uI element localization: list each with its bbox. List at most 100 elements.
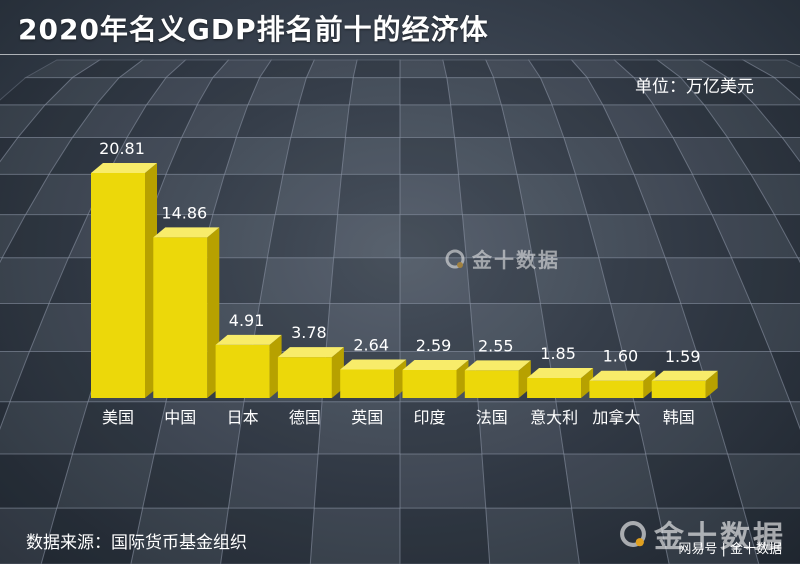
floor-tile bbox=[70, 59, 145, 79]
floor-tile bbox=[0, 453, 74, 509]
value-label: 2.64 bbox=[353, 335, 389, 354]
floor-tile bbox=[165, 137, 237, 175]
floor-tile bbox=[691, 173, 776, 216]
watermark-text: 金十数据 bbox=[472, 248, 560, 272]
floor-tile bbox=[0, 257, 4, 264]
bar-10 bbox=[651, 370, 718, 398]
unit-label: 单位：万亿美元 bbox=[635, 77, 754, 97]
floor-tile bbox=[492, 77, 553, 106]
floor-tile bbox=[633, 173, 713, 216]
floor-tile bbox=[0, 104, 47, 139]
floor-tile bbox=[0, 257, 70, 304]
floor-tile bbox=[258, 59, 315, 79]
category-label: 日本 bbox=[227, 408, 259, 427]
floor-tile bbox=[457, 173, 526, 216]
bar-front bbox=[589, 380, 644, 398]
floor-tile bbox=[633, 77, 706, 106]
floor-tile bbox=[742, 507, 800, 564]
floor-tile bbox=[297, 77, 354, 106]
value-label: 3.78 bbox=[291, 323, 327, 342]
floor-tile bbox=[0, 507, 58, 564]
floor-tile bbox=[0, 302, 50, 353]
floor-tile bbox=[551, 104, 620, 139]
bar-top bbox=[651, 370, 718, 381]
floor-tile bbox=[656, 507, 760, 564]
value-label: 1.60 bbox=[603, 347, 639, 366]
floor-tile bbox=[196, 77, 261, 106]
floor-tile bbox=[750, 173, 800, 216]
floor-tile bbox=[703, 104, 784, 139]
bar-2 bbox=[153, 227, 220, 398]
q-logo-icon bbox=[620, 521, 646, 547]
floor-tile bbox=[399, 137, 460, 175]
bar-6 bbox=[402, 359, 469, 398]
floor-tile bbox=[211, 59, 273, 79]
floor-tile bbox=[527, 59, 589, 79]
floor-tile bbox=[352, 59, 401, 79]
center-watermark: 金十数据 bbox=[444, 244, 560, 273]
floor-tile bbox=[789, 401, 800, 431]
category-label: 德国 bbox=[289, 408, 321, 427]
bar-front bbox=[527, 377, 582, 398]
floor-tile bbox=[220, 507, 315, 564]
floor-tile bbox=[680, 302, 772, 353]
bar-top bbox=[527, 367, 594, 378]
floor-tile bbox=[94, 77, 167, 106]
bar-top bbox=[340, 359, 407, 370]
floor-tile bbox=[141, 453, 237, 509]
value-label: 20.81 bbox=[99, 139, 145, 158]
floor-tile bbox=[313, 453, 401, 509]
floor-tile bbox=[23, 59, 102, 79]
floor-tile bbox=[0, 401, 89, 455]
floor-tile bbox=[672, 137, 752, 175]
floor-tile bbox=[711, 214, 799, 259]
floor-tile bbox=[469, 302, 549, 353]
floor-tile bbox=[309, 507, 401, 564]
floor-tile bbox=[333, 214, 401, 259]
floor-tile bbox=[0, 173, 50, 216]
bar-front bbox=[153, 237, 208, 398]
floor-tile bbox=[781, 137, 800, 163]
bar-top bbox=[91, 163, 157, 173]
value-label: 2.55 bbox=[478, 336, 514, 355]
floor-tile bbox=[516, 173, 588, 216]
category-label: 意大利 bbox=[530, 408, 578, 427]
floor-tile bbox=[617, 137, 694, 175]
floor-tile bbox=[266, 214, 339, 259]
floor-tile bbox=[0, 77, 74, 106]
floor-tile bbox=[574, 173, 651, 216]
floor-tile bbox=[726, 77, 800, 106]
category-label: 韩国 bbox=[663, 408, 695, 427]
floor-tile bbox=[442, 59, 495, 79]
floor-tile bbox=[282, 137, 346, 175]
floor-tile bbox=[726, 137, 800, 175]
bar-top bbox=[589, 370, 656, 381]
floor-tile bbox=[648, 214, 733, 259]
floor-tile bbox=[750, 302, 800, 353]
category-label: 印度 bbox=[413, 408, 445, 427]
chart-title: 2020年名义GDP排名前十的经济体 bbox=[18, 13, 489, 46]
floor-tile bbox=[164, 59, 230, 79]
floor-tile bbox=[539, 77, 604, 106]
floor-tile bbox=[563, 137, 635, 175]
floor-tile bbox=[613, 59, 683, 79]
floor-tile bbox=[664, 257, 752, 304]
floor-tile bbox=[711, 401, 800, 455]
floor-tile bbox=[399, 214, 467, 259]
bar-side bbox=[643, 370, 656, 398]
floor-tile bbox=[126, 104, 198, 139]
floor-tile bbox=[399, 77, 452, 106]
floor-tile bbox=[290, 104, 350, 139]
floor-tile bbox=[223, 137, 292, 175]
bar-top bbox=[277, 347, 344, 358]
floor-tile bbox=[40, 507, 144, 564]
bar-top bbox=[215, 334, 282, 345]
floor-tile bbox=[317, 401, 401, 455]
floor-tile bbox=[399, 59, 448, 79]
floor-tile bbox=[773, 77, 800, 101]
bar-front bbox=[277, 357, 332, 398]
floor-tile bbox=[0, 401, 11, 431]
floor-tile bbox=[16, 104, 97, 139]
floor-tile bbox=[24, 173, 109, 216]
floor-tile bbox=[679, 77, 757, 106]
